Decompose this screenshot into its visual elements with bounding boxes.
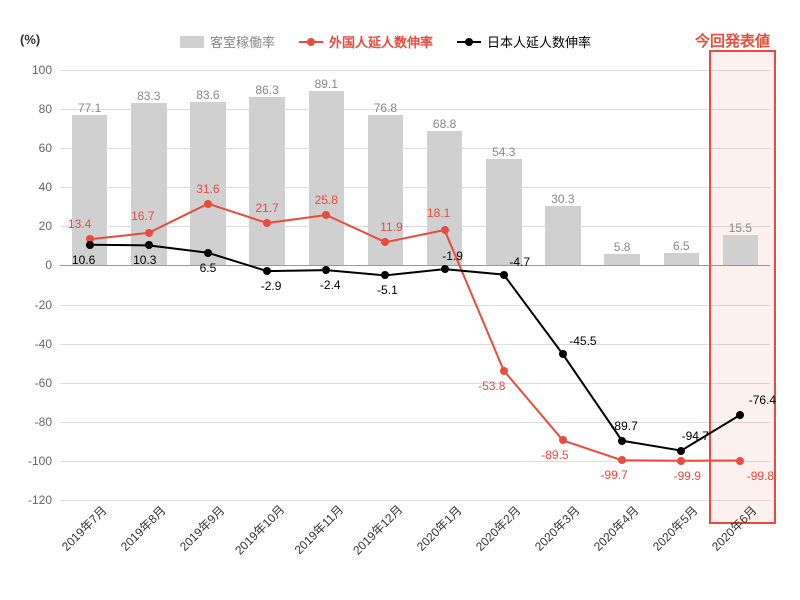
y-tick-label: -20: [35, 298, 60, 312]
x-tick-label: 2020年3月: [530, 502, 583, 555]
japan-value-label: -2.9: [261, 279, 282, 293]
legend-item-japan: 日本人延人数伸率: [457, 32, 591, 51]
japan-value-label: -89.7: [610, 419, 637, 433]
japan-value-label: -2.4: [320, 278, 341, 292]
y-tick-label: 20: [39, 219, 60, 233]
y-tick-label: -120: [28, 493, 60, 507]
legend-label: 外国人延人数伸率: [329, 32, 433, 51]
japan-marker: [677, 447, 685, 455]
japan-value-label: 10.3: [133, 253, 156, 267]
x-tick-label: 2020年2月: [471, 502, 524, 555]
y-tick-label: -100: [28, 454, 60, 468]
y-tick-label: 60: [39, 141, 60, 155]
japan-marker: [559, 350, 567, 358]
japan-marker: [618, 437, 626, 445]
y-tick-label: 100: [32, 63, 60, 77]
y-tick-label: 40: [39, 180, 60, 194]
x-tick-label: 2019年10月: [231, 501, 288, 558]
japan-marker: [263, 267, 271, 275]
japan-value-label: 6.5: [200, 261, 217, 275]
japan-marker: [736, 411, 744, 419]
y-axis-unit-label: (%): [20, 32, 40, 47]
y-tick-label: -60: [35, 376, 60, 390]
japan-value-label: -76.4: [749, 393, 776, 407]
japan-marker: [441, 265, 449, 273]
japan-value-label: -1.9: [442, 249, 463, 263]
legend-item-foreign: 外国人延人数伸率: [299, 32, 433, 51]
japan-value-label: 10.6: [72, 253, 95, 267]
legend-swatch-line-icon: [299, 41, 323, 43]
legend-swatch-line-icon: [457, 41, 481, 43]
x-tick-label: 2019年9月: [175, 502, 228, 555]
x-tick-label: 2019年12月: [349, 501, 406, 558]
japan-marker: [322, 266, 330, 274]
y-tick-label: 80: [39, 102, 60, 116]
chart-container: (%) 客室稼働率 外国人延人数伸率 日本人延人数伸率 今回発表値 -120-1…: [0, 0, 800, 600]
legend-item-bars: 客室稼働率: [180, 32, 275, 51]
legend: 客室稼働率 外国人延人数伸率 日本人延人数伸率: [180, 32, 591, 51]
y-tick-label: 0: [45, 258, 60, 272]
x-tick-label: 2019年8月: [116, 502, 169, 555]
x-tick-label: 2020年5月: [649, 502, 702, 555]
japan-marker: [500, 271, 508, 279]
y-tick-label: -80: [35, 415, 60, 429]
japan-marker: [381, 271, 389, 279]
x-tick-label: 2020年1月: [412, 502, 465, 555]
japan-value-label: -4.7: [509, 255, 530, 269]
japan-marker: [86, 241, 94, 249]
x-tick-label: 2019年7月: [57, 502, 110, 555]
japan-value-label: -5.1: [377, 283, 398, 297]
x-tick-label: 2020年4月: [590, 502, 643, 555]
japan-marker: [204, 249, 212, 257]
gridline: [60, 500, 770, 501]
plot-area: -120-100-80-60-40-2002040608010077.183.3…: [60, 70, 770, 500]
legend-label: 日本人延人数伸率: [487, 32, 591, 51]
x-tick-label: 2019年11月: [291, 501, 348, 558]
announce-label: 今回発表値: [695, 30, 770, 51]
legend-label: 客室稼働率: [210, 32, 275, 51]
japan-marker: [145, 241, 153, 249]
japan-value-label: -94.7: [682, 429, 709, 443]
y-tick-label: -40: [35, 337, 60, 351]
japan-line: [60, 70, 770, 500]
legend-swatch-bar-icon: [180, 36, 204, 48]
japan-value-label: -45.5: [569, 334, 596, 348]
